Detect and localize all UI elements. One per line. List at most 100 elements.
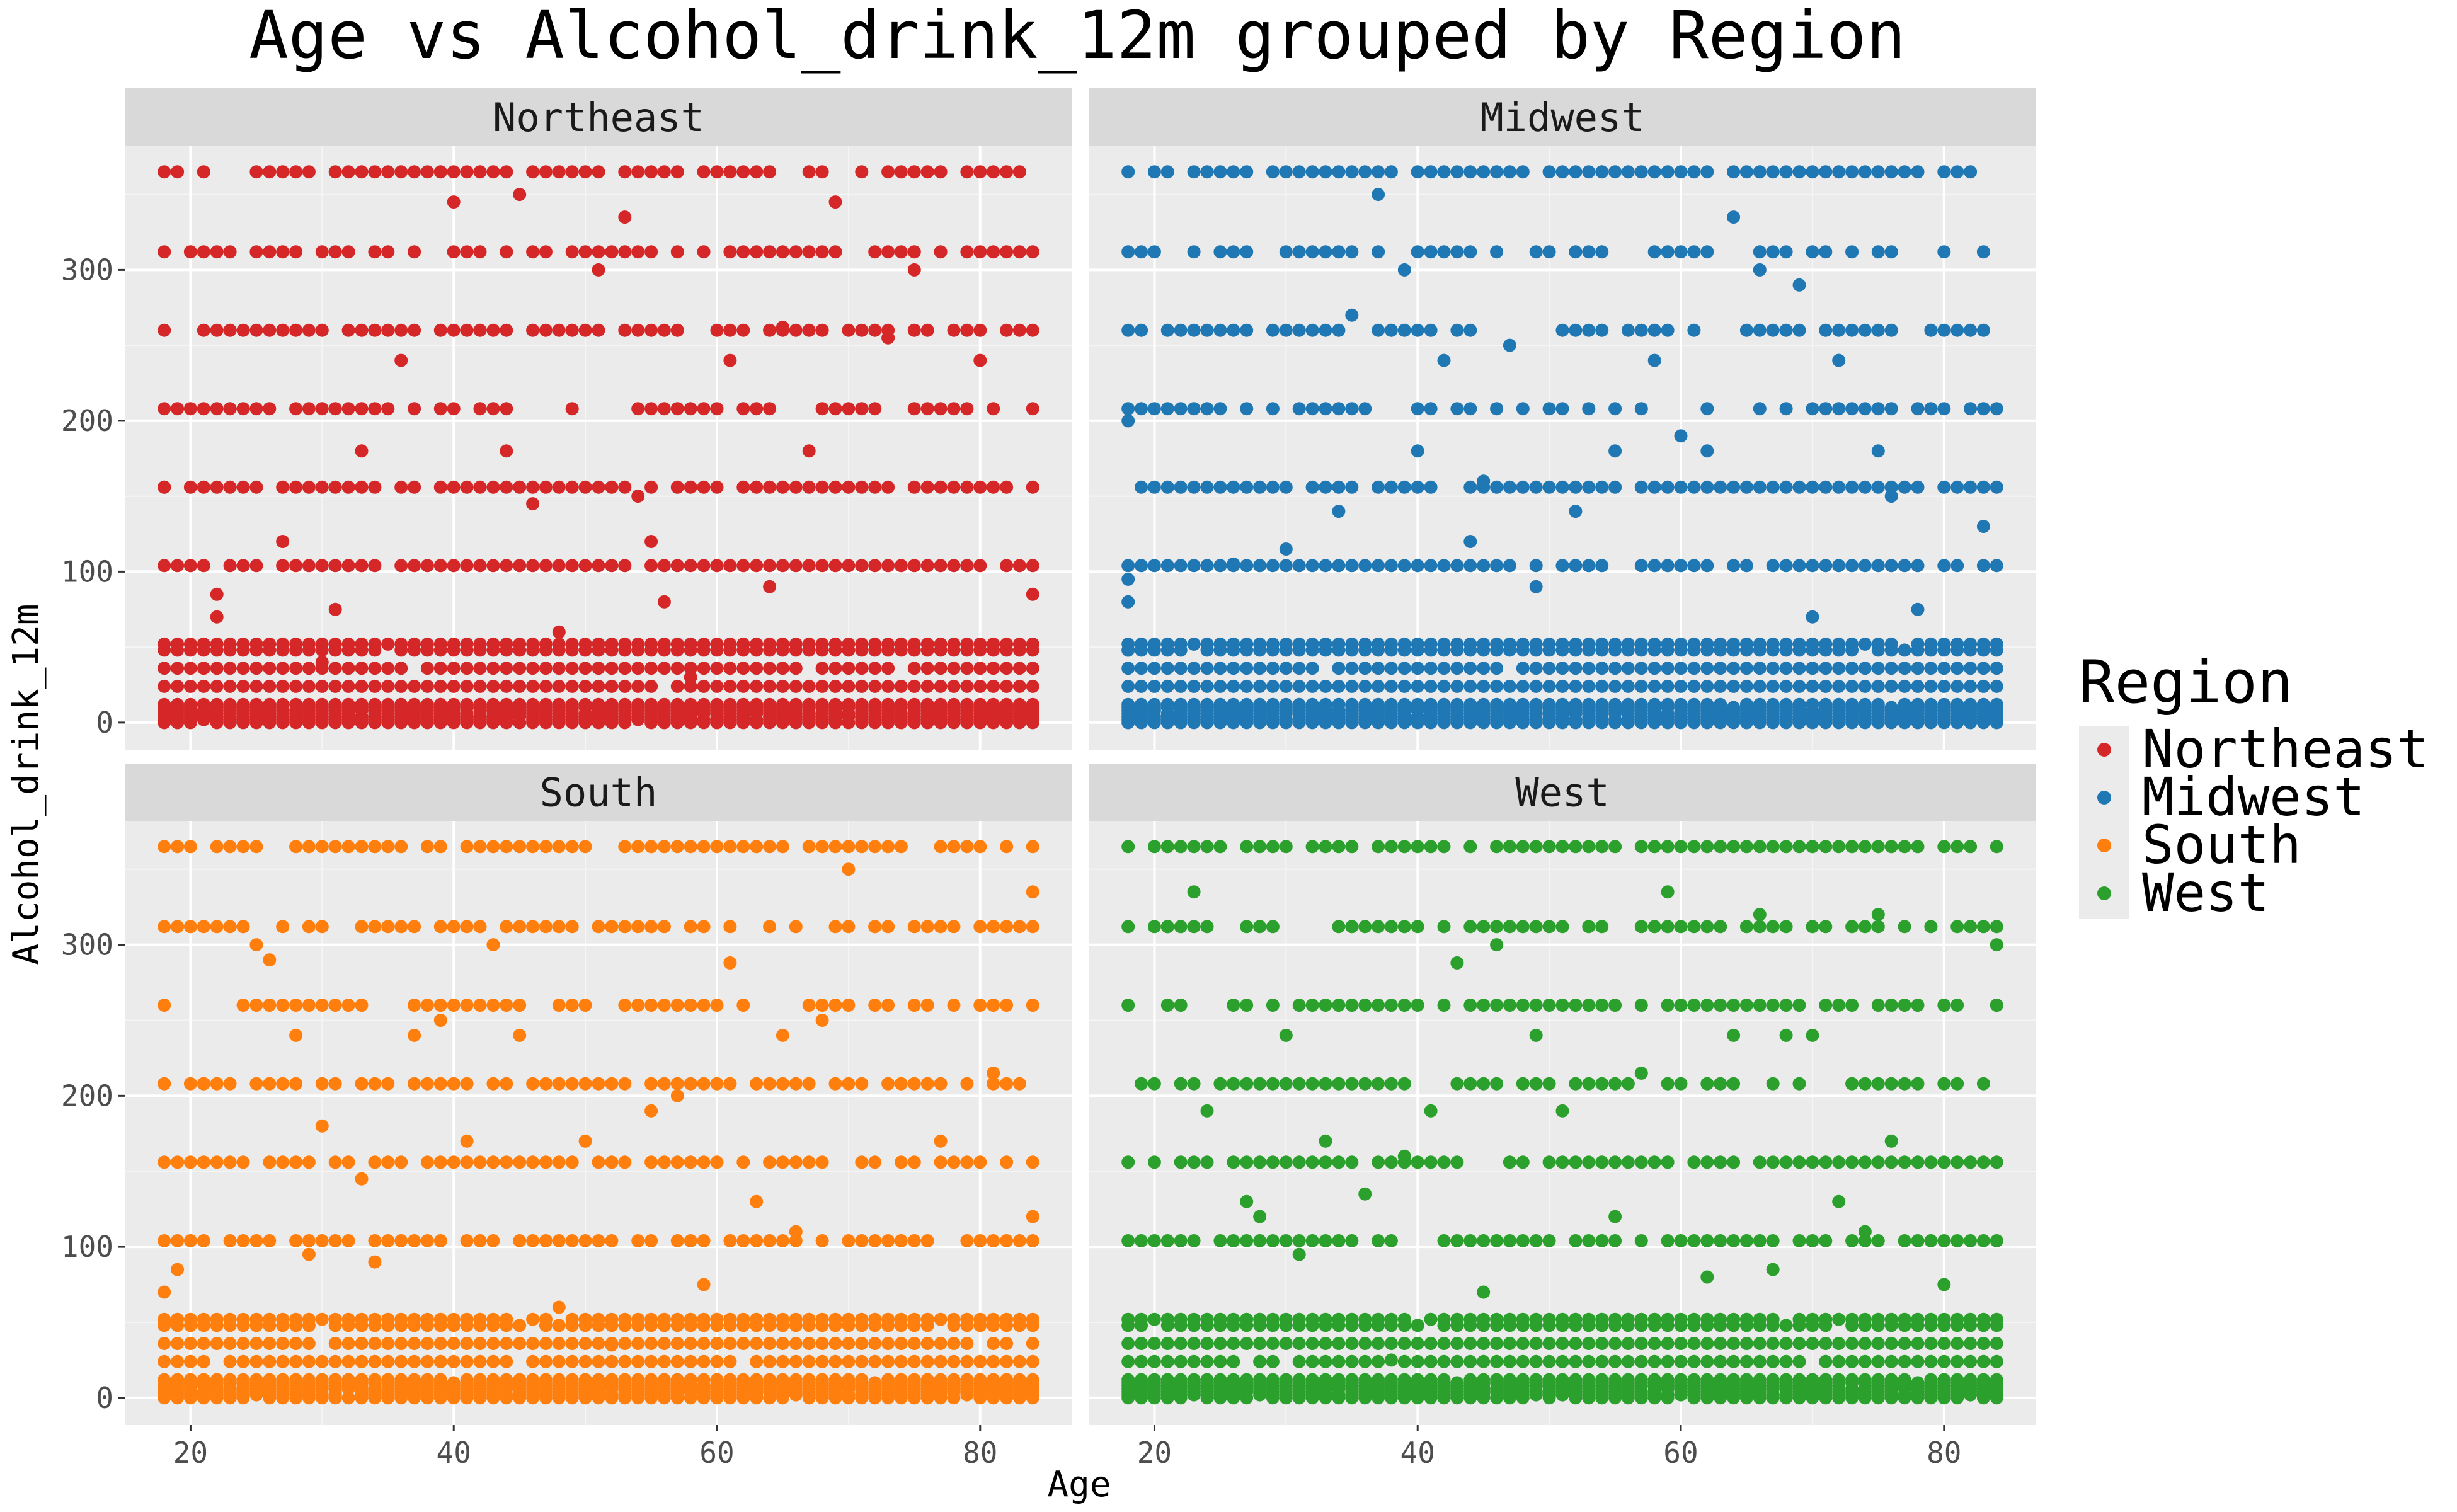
data-point bbox=[171, 637, 185, 651]
data-point bbox=[1871, 559, 1885, 573]
data-point bbox=[1582, 1337, 1596, 1350]
data-point bbox=[1687, 1337, 1701, 1350]
data-point bbox=[236, 840, 250, 854]
data-point bbox=[1147, 402, 1161, 416]
data-point bbox=[657, 323, 671, 337]
data-point bbox=[1529, 1373, 1543, 1387]
data-point bbox=[210, 662, 224, 675]
data-point bbox=[1000, 323, 1014, 337]
data-point bbox=[473, 1234, 487, 1247]
data-point bbox=[842, 1354, 856, 1368]
data-point bbox=[1160, 323, 1174, 337]
data-point bbox=[1569, 662, 1583, 675]
data-point bbox=[1792, 1373, 1806, 1387]
data-point bbox=[1595, 165, 1609, 179]
data-point bbox=[881, 480, 895, 494]
data-point bbox=[381, 1077, 395, 1091]
data-point bbox=[1305, 245, 1319, 259]
data-point bbox=[1227, 1373, 1240, 1387]
data-point bbox=[763, 840, 777, 854]
data-point bbox=[500, 679, 513, 693]
data-point bbox=[1490, 999, 1504, 1012]
data-point bbox=[447, 559, 461, 573]
data-point bbox=[631, 920, 645, 934]
data-point bbox=[223, 920, 237, 934]
data-point bbox=[1806, 679, 1819, 693]
data-point bbox=[460, 1312, 474, 1326]
data-point bbox=[1555, 559, 1569, 573]
data-point bbox=[802, 323, 816, 337]
data-point bbox=[1542, 637, 1556, 651]
data-point bbox=[328, 637, 342, 651]
data-point bbox=[1714, 1234, 1727, 1247]
data-point bbox=[183, 480, 197, 494]
data-point bbox=[1806, 1234, 1819, 1247]
data-point bbox=[1187, 679, 1201, 693]
data-point bbox=[1700, 1155, 1714, 1169]
data-point bbox=[486, 938, 500, 952]
data-point bbox=[1292, 662, 1306, 675]
data-point bbox=[1595, 323, 1609, 337]
data-point bbox=[276, 679, 290, 693]
data-point bbox=[565, 1354, 579, 1368]
data-point bbox=[539, 840, 553, 854]
data-point bbox=[223, 1354, 237, 1368]
data-point bbox=[1542, 679, 1556, 693]
data-point bbox=[1240, 1194, 1254, 1208]
data-point bbox=[539, 1354, 553, 1368]
data-point bbox=[1397, 840, 1411, 854]
data-point bbox=[486, 559, 500, 573]
data-point bbox=[1976, 1354, 1990, 1368]
data-point bbox=[710, 1373, 724, 1387]
data-point bbox=[1819, 165, 1833, 179]
data-point bbox=[500, 1077, 513, 1091]
data-point bbox=[1950, 323, 1964, 337]
data-point bbox=[1227, 1155, 1240, 1169]
data-point bbox=[710, 1077, 724, 1091]
data-point bbox=[920, 402, 934, 416]
data-point bbox=[526, 497, 540, 511]
data-point bbox=[1582, 840, 1596, 854]
data-point bbox=[868, 840, 882, 854]
data-point bbox=[1437, 1312, 1451, 1326]
data-point bbox=[500, 245, 513, 259]
data-point bbox=[987, 165, 1000, 179]
data-point bbox=[1766, 662, 1780, 675]
data-point bbox=[1332, 1155, 1346, 1169]
data-point bbox=[1661, 840, 1675, 854]
data-point bbox=[500, 480, 513, 494]
data-point bbox=[1608, 1155, 1622, 1169]
data-point bbox=[210, 697, 224, 711]
data-point bbox=[1213, 697, 1227, 711]
data-point bbox=[1187, 480, 1201, 494]
facet-strip bbox=[1089, 764, 2036, 821]
data-point bbox=[1266, 1155, 1280, 1169]
data-point bbox=[420, 1234, 434, 1247]
data-point bbox=[500, 1373, 513, 1387]
data-point bbox=[789, 697, 803, 711]
data-point bbox=[1687, 662, 1701, 675]
data-point bbox=[1477, 637, 1491, 651]
data-point bbox=[1976, 480, 1990, 494]
data-point bbox=[1012, 679, 1026, 693]
data-point bbox=[368, 245, 382, 259]
data-point bbox=[433, 323, 447, 337]
data-point bbox=[1279, 1155, 1293, 1169]
points-northeast bbox=[158, 165, 1040, 730]
data-point bbox=[1213, 1077, 1227, 1091]
data-point bbox=[1384, 637, 1398, 651]
data-point bbox=[934, 840, 948, 854]
data-point bbox=[1806, 245, 1819, 259]
data-point bbox=[855, 662, 869, 675]
data-point bbox=[315, 402, 329, 416]
data-point bbox=[763, 480, 777, 494]
data-point bbox=[171, 1263, 185, 1276]
data-point bbox=[420, 662, 434, 675]
data-point bbox=[552, 999, 566, 1012]
data-point bbox=[684, 1077, 697, 1091]
data-point bbox=[644, 402, 658, 416]
data-point bbox=[486, 1234, 500, 1247]
data-point bbox=[513, 1319, 527, 1332]
data-point bbox=[1727, 679, 1741, 693]
data-point bbox=[1200, 920, 1214, 934]
